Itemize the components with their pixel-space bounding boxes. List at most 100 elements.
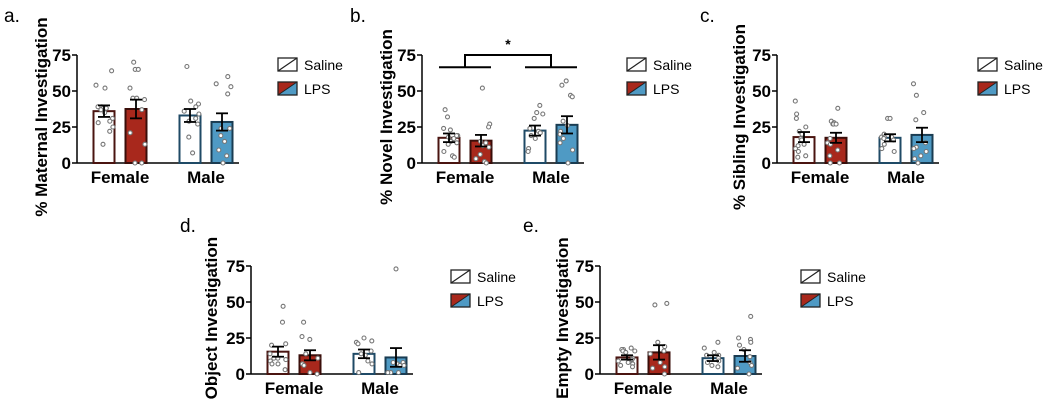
data-point: [401, 362, 407, 368]
data-point: [307, 336, 313, 342]
data-point: [95, 120, 101, 126]
y-tick-label: 75: [397, 46, 416, 65]
panel-c: c. % Sibling Investigation 0 25 50 75 Female Ma…: [700, 6, 1043, 210]
data-point: [141, 97, 148, 103]
y-tick-label: 50: [226, 293, 245, 312]
y-tick-label: 75: [226, 257, 245, 276]
data-point: [368, 348, 374, 354]
y-tick-label: 50: [397, 82, 416, 101]
y-tick-label: 50: [575, 293, 594, 312]
data-point: [709, 362, 715, 368]
data-point: [827, 153, 833, 159]
data-point: [307, 370, 313, 376]
data-point: [442, 107, 448, 113]
data-point: [385, 370, 391, 376]
data-point: [454, 140, 460, 146]
data-point: [540, 111, 546, 117]
data-point: [132, 160, 138, 166]
data-point: [747, 354, 753, 360]
data-point: [632, 348, 638, 354]
data-point: [216, 147, 222, 153]
data-point: [369, 361, 375, 367]
data-point: [361, 335, 367, 341]
data-point: [736, 342, 743, 348]
panel-label: c.: [700, 6, 715, 27]
data-point: [225, 74, 231, 80]
data-point: [393, 266, 399, 272]
data-point: [537, 130, 543, 136]
data-point: [483, 160, 489, 166]
data-point: [102, 85, 108, 91]
data-point: [657, 359, 663, 366]
y-axis-label: % Sibling Investigation: [730, 24, 749, 210]
x-tick-label: Female: [614, 379, 673, 398]
data-point: [701, 345, 707, 351]
data-point: [827, 135, 833, 142]
data-point: [220, 160, 226, 166]
data-point: [532, 135, 538, 142]
data-point: [218, 133, 224, 139]
data-point: [299, 334, 305, 340]
data-point: [228, 84, 234, 90]
legend-label: LPS: [653, 81, 679, 97]
data-point: [664, 300, 670, 306]
data-point: [142, 141, 148, 147]
data-point: [107, 118, 113, 124]
data-point: [486, 144, 492, 150]
data-point: [98, 107, 104, 113]
y-tick-label: 25: [575, 329, 594, 348]
panel-a: a. % Maternal Investigation 0 25 50 75 Female M…: [4, 6, 343, 217]
legend-label: Saline: [477, 269, 516, 285]
panel-label: b.: [350, 6, 366, 27]
data-point: [100, 141, 106, 147]
legend-label: Saline: [827, 269, 866, 285]
y-tick-label: 0: [236, 365, 245, 384]
data-point: [451, 154, 457, 160]
data-point: [652, 302, 658, 308]
data-point: [224, 153, 230, 159]
panel-label: d.: [180, 216, 196, 237]
y-axis-label: % Object Investigation: [202, 237, 221, 400]
y-tick-label: 25: [397, 118, 416, 137]
data-point: [390, 359, 396, 366]
data-point: [107, 128, 113, 134]
data-point: [186, 134, 192, 140]
data-point: [569, 94, 575, 100]
legend-label: LPS: [1004, 81, 1030, 97]
data-point: [314, 371, 320, 377]
data-point: [447, 127, 453, 133]
x-tick-label: Female: [791, 168, 850, 187]
data-point: [479, 85, 485, 91]
x-tick-label: Male: [187, 168, 225, 187]
y-tick-label: 25: [752, 118, 771, 137]
data-point: [356, 370, 362, 376]
legend-label: LPS: [477, 293, 503, 309]
legend: Saline LPS: [450, 269, 516, 309]
data-point: [222, 138, 228, 144]
data-point: [139, 107, 145, 113]
data-point: [736, 335, 742, 341]
data-point: [557, 140, 563, 146]
legend: Saline LPS: [977, 57, 1043, 97]
data-point: [629, 364, 636, 370]
data-point: [110, 124, 116, 130]
data-point: [369, 338, 375, 344]
data-point: [93, 82, 99, 88]
data-point: [647, 351, 653, 357]
data-point: [537, 102, 543, 108]
data-point: [881, 135, 887, 142]
data-point: [283, 357, 289, 363]
y-tick-label: 0: [407, 154, 416, 173]
data-point: [451, 135, 457, 142]
data-point: [269, 361, 275, 367]
y-axis-label: % Empty Investigation: [553, 237, 572, 400]
saline-swatch-icon: [626, 57, 647, 72]
data-point: [135, 66, 141, 72]
data-point: [275, 361, 281, 367]
data-point: [109, 68, 115, 74]
data-point: [563, 78, 569, 84]
data-point: [912, 156, 918, 162]
panel-b: b. % Novel Investigation 0 25 50 75 Female Male…: [350, 6, 692, 205]
data-point: [734, 365, 741, 371]
data-point: [748, 313, 754, 319]
